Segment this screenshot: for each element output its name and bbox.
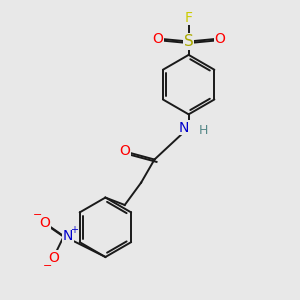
Text: +: + — [70, 225, 78, 235]
Text: F: F — [184, 11, 193, 25]
Text: S: S — [184, 34, 194, 49]
Text: N: N — [63, 229, 74, 243]
Text: −: − — [43, 261, 52, 271]
Text: N: N — [179, 121, 189, 135]
Text: −: − — [33, 210, 43, 220]
Text: O: O — [119, 145, 130, 158]
Text: H: H — [199, 124, 208, 137]
Text: O: O — [152, 32, 163, 46]
Text: O: O — [39, 216, 50, 230]
Text: O: O — [48, 250, 59, 265]
Text: O: O — [214, 32, 225, 46]
